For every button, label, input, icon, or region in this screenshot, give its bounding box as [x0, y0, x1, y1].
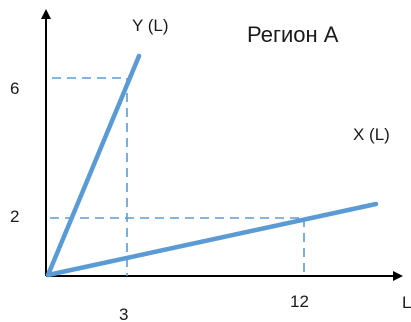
shallow-line-x: [45, 201, 379, 278]
chart-title: Регион А: [247, 22, 339, 47]
steep-line-y: [45, 53, 142, 278]
tick-label-y-6: 6: [10, 79, 19, 98]
x-axis-label: L: [402, 293, 411, 312]
x-line-label: X (L): [353, 125, 390, 144]
y-axis-label: Y (L): [132, 16, 169, 35]
tick-label-x-3: 3: [119, 305, 128, 322]
tick-label-x-12: 12: [290, 292, 309, 311]
tick-label-y-2: 2: [10, 207, 19, 226]
